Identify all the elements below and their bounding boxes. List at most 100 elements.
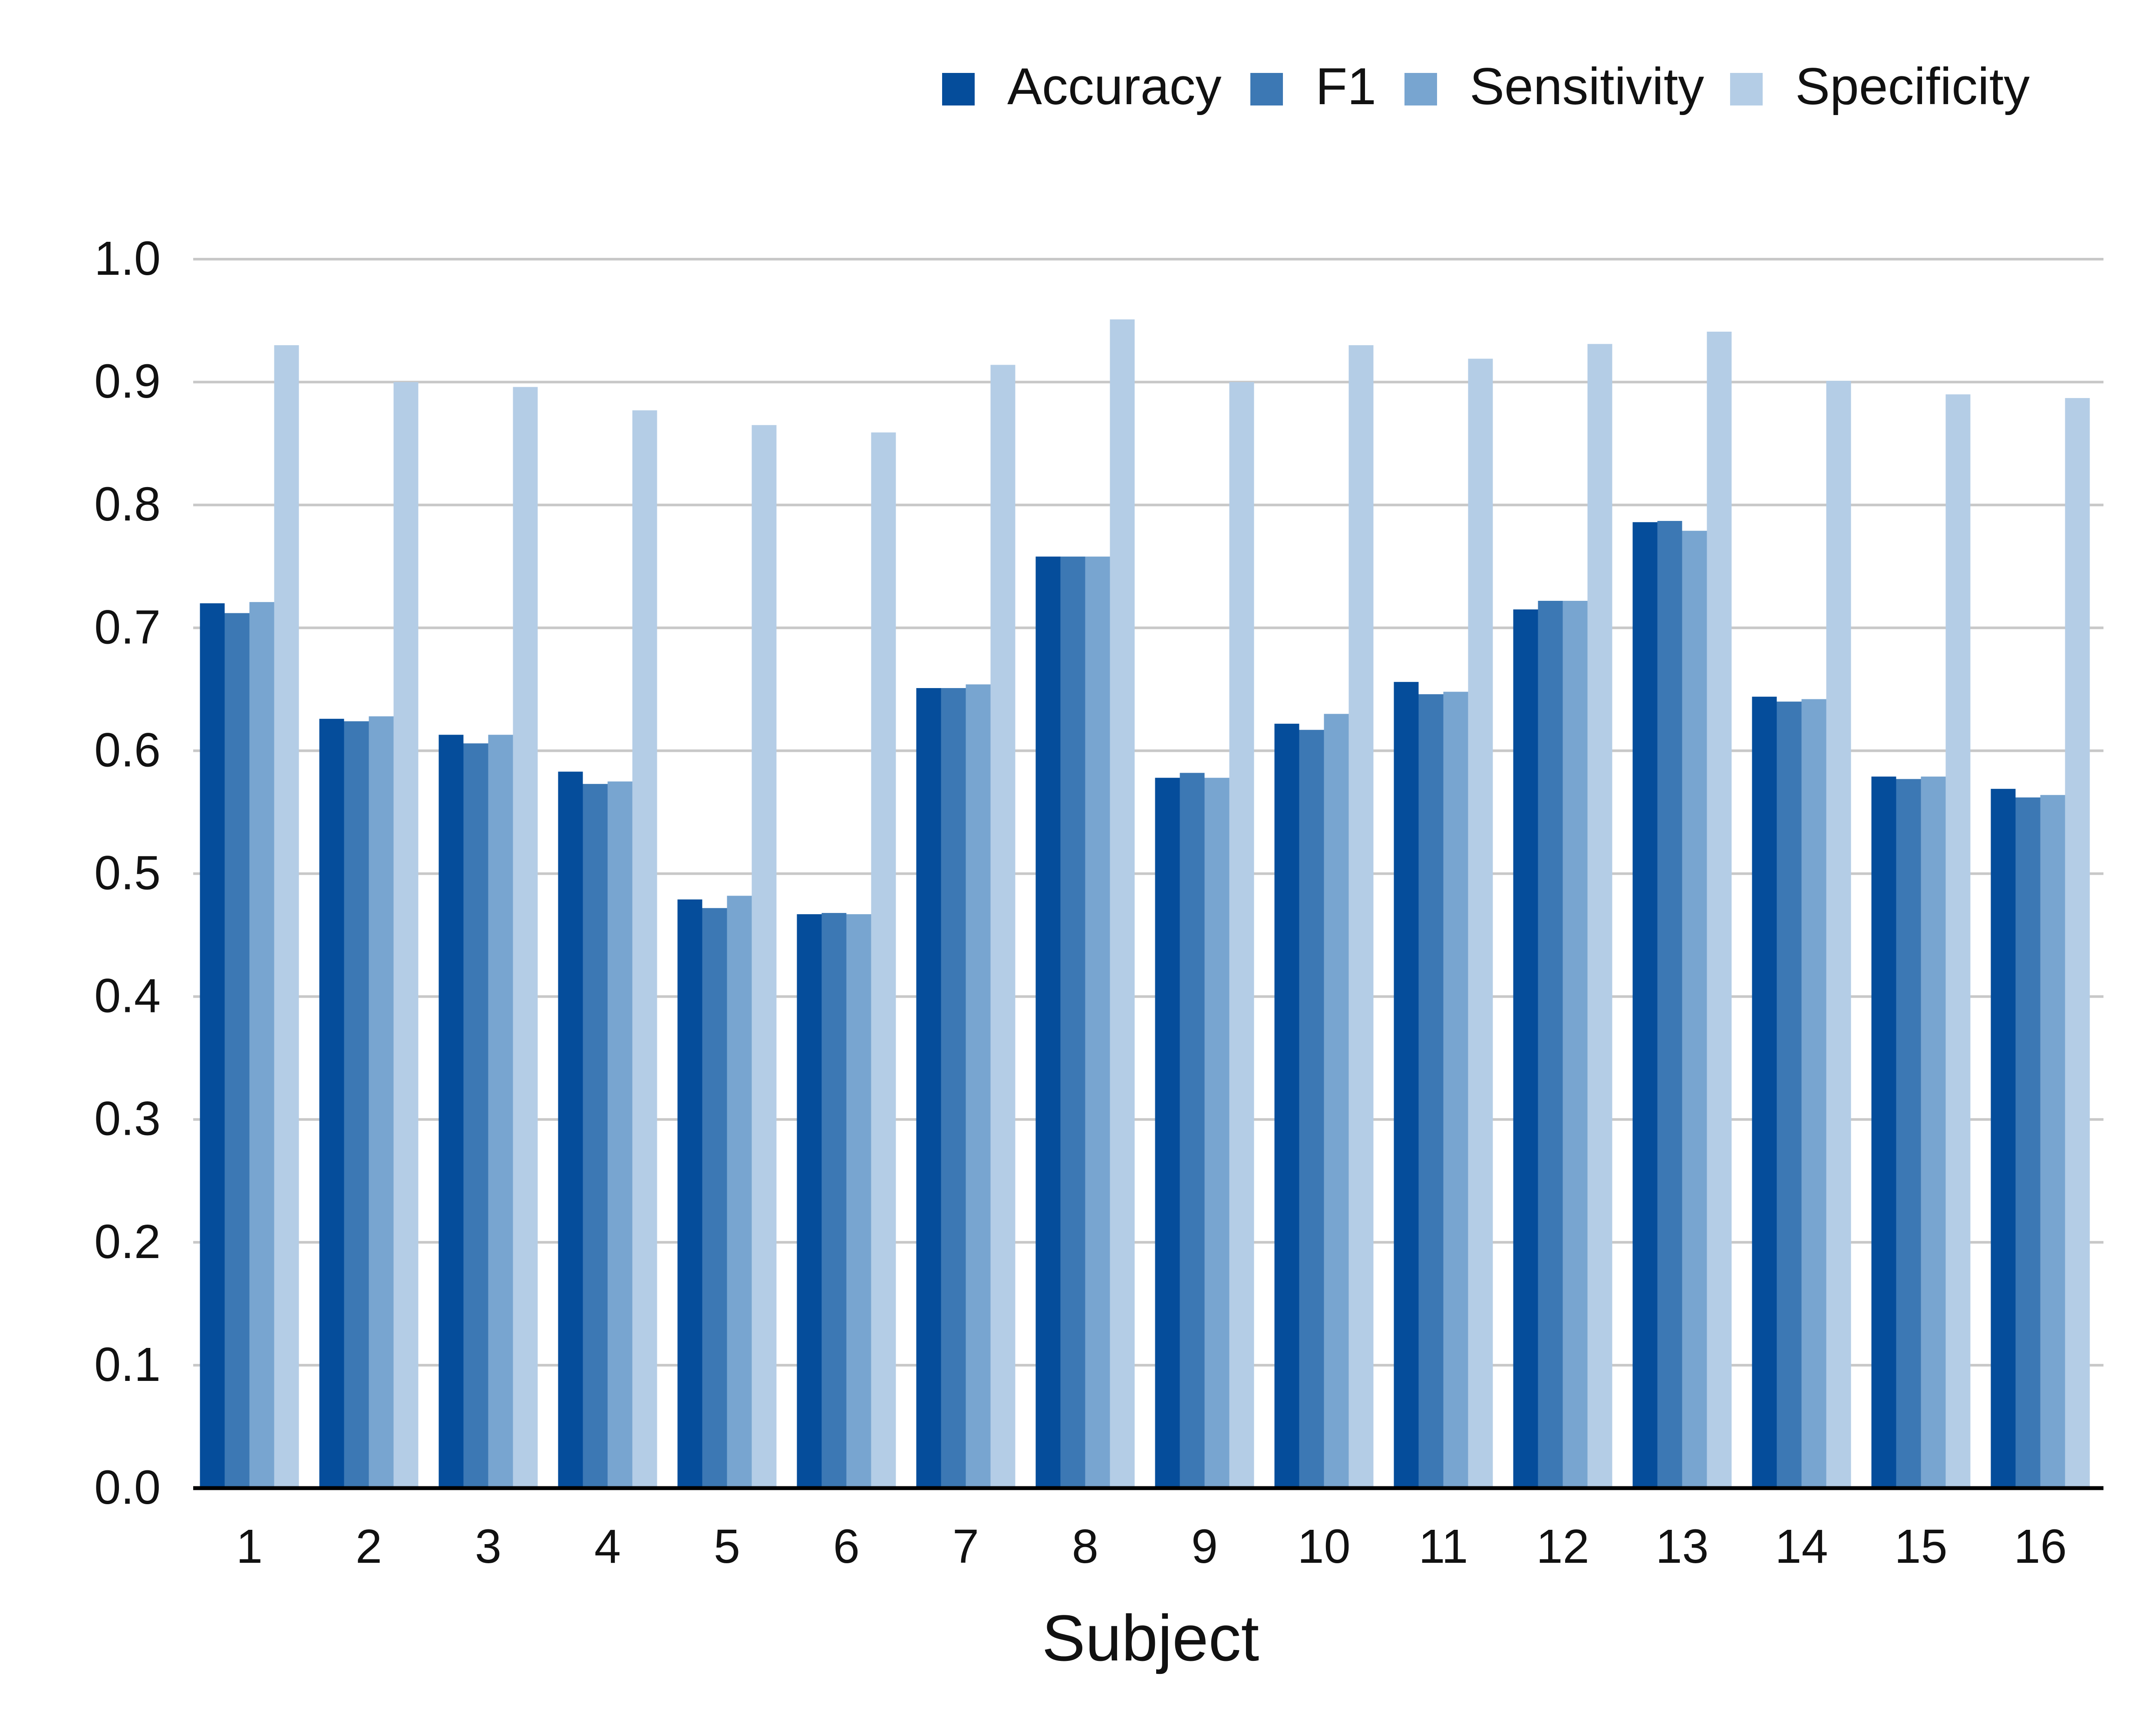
bar-specificity-4 (632, 410, 657, 1489)
bar-accuracy-9 (1155, 777, 1180, 1488)
legend-label-sensitivity: Sensitivity (1470, 57, 1704, 115)
bar-accuracy-16 (1991, 789, 2016, 1488)
bar-f1-5 (702, 908, 727, 1488)
bar-specificity-11 (1468, 359, 1493, 1488)
y-tick-label: 0.5 (94, 847, 161, 900)
bar-sensitivity-9 (1204, 777, 1230, 1488)
x-tick-labels: 1 2 3 4 5 6 7 8 9 10 11 12 13 14 15 16 (236, 1520, 2067, 1573)
legend-swatch-specificity (1730, 73, 1763, 105)
bar-specificity-1 (274, 345, 299, 1489)
bar-accuracy-12 (1513, 609, 1538, 1488)
bar-accuracy-13 (1632, 522, 1658, 1488)
bar-sensitivity-7 (966, 684, 991, 1488)
x-tick-label: 12 (1536, 1520, 1589, 1573)
x-tick-label: 4 (594, 1520, 621, 1573)
bar-f1-9 (1180, 773, 1205, 1488)
legend-label-specificity: Specificity (1795, 57, 2030, 115)
bar-sensitivity-5 (727, 896, 752, 1488)
x-tick-label: 16 (2014, 1520, 2067, 1573)
bar-specificity-15 (1945, 394, 1971, 1489)
bars-group (200, 319, 2090, 1489)
bar-f1-6 (821, 913, 847, 1488)
legend-label-f1: F1 (1315, 57, 1376, 115)
x-tick-label: 7 (953, 1520, 979, 1573)
bar-sensitivity-2 (369, 716, 394, 1488)
bar-f1-1 (224, 613, 250, 1488)
bar-sensitivity-16 (2040, 795, 2065, 1488)
bar-specificity-12 (1587, 344, 1612, 1489)
bar-sensitivity-8 (1085, 557, 1110, 1488)
legend-label-accuracy: Accuracy (1007, 57, 1221, 115)
bar-sensitivity-4 (607, 781, 633, 1488)
y-tick-label: 0.0 (94, 1461, 161, 1514)
bar-sensitivity-1 (249, 602, 274, 1488)
bar-sensitivity-6 (846, 914, 871, 1488)
bar-f1-4 (583, 784, 608, 1488)
bar-specificity-8 (1110, 319, 1135, 1488)
bar-sensitivity-10 (1324, 714, 1349, 1488)
x-axis-title: Subject (1042, 1601, 1259, 1674)
bar-f1-10 (1299, 730, 1324, 1488)
bar-f1-11 (1418, 694, 1444, 1488)
bar-sensitivity-3 (488, 735, 513, 1488)
bar-specificity-5 (752, 425, 777, 1488)
bar-f1-16 (2015, 797, 2041, 1488)
bar-accuracy-2 (319, 718, 344, 1488)
x-tick-label: 2 (356, 1520, 382, 1573)
y-tick-label: 0.9 (94, 355, 161, 408)
bar-specificity-13 (1707, 332, 1732, 1488)
bar-sensitivity-13 (1682, 530, 1707, 1489)
bar-specificity-6 (871, 432, 896, 1489)
bar-accuracy-4 (558, 771, 583, 1488)
x-tick-label: 6 (833, 1520, 860, 1573)
bar-sensitivity-14 (1801, 699, 1826, 1488)
bar-accuracy-3 (438, 735, 464, 1488)
bar-f1-15 (1896, 779, 1921, 1488)
x-tick-label: 8 (1072, 1520, 1098, 1573)
bar-f1-7 (941, 688, 966, 1488)
legend-swatch-sensitivity (1404, 73, 1437, 105)
legend-swatch-f1 (1250, 73, 1283, 105)
x-tick-label: 1 (236, 1520, 263, 1573)
y-tick-label: 1.0 (94, 232, 161, 285)
x-tick-label: 9 (1191, 1520, 1218, 1573)
y-tick-label: 0.1 (94, 1338, 161, 1391)
x-tick-label: 5 (714, 1520, 740, 1573)
bar-accuracy-11 (1394, 682, 1419, 1488)
bar-specificity-14 (1826, 381, 1851, 1488)
bar-specificity-7 (990, 365, 1015, 1488)
bar-accuracy-1 (200, 603, 225, 1488)
x-tick-label: 3 (475, 1520, 501, 1573)
bar-sensitivity-11 (1443, 692, 1468, 1488)
y-tick-label: 0.8 (94, 478, 161, 531)
bar-specificity-9 (1229, 382, 1254, 1488)
y-tick-label: 0.4 (94, 969, 161, 1023)
bar-specificity-10 (1348, 345, 1374, 1489)
bar-f1-13 (1657, 521, 1682, 1489)
bar-f1-14 (1777, 702, 1802, 1488)
bar-f1-12 (1538, 601, 1563, 1488)
y-tick-label: 0.2 (94, 1215, 161, 1268)
x-tick-label: 15 (1894, 1520, 1947, 1573)
legend-swatch-accuracy (942, 73, 975, 105)
bar-accuracy-7 (916, 688, 941, 1488)
bar-accuracy-8 (1035, 557, 1061, 1488)
bar-accuracy-14 (1752, 696, 1777, 1488)
legend: Accuracy F1 Sensitivity Specificity (942, 57, 2030, 115)
bar-f1-8 (1060, 557, 1085, 1488)
x-tick-label: 13 (1655, 1520, 1708, 1573)
y-tick-label: 0.3 (94, 1092, 161, 1146)
bar-accuracy-10 (1274, 724, 1299, 1488)
y-tick-labels: 0.0 0.1 0.2 0.3 0.4 0.5 0.6 0.7 0.8 0.9 1.0 (94, 232, 161, 1514)
bar-accuracy-6 (797, 914, 822, 1488)
x-tick-label: 10 (1297, 1520, 1350, 1573)
bar-sensitivity-15 (1921, 776, 1946, 1488)
bar-sensitivity-12 (1563, 601, 1588, 1488)
y-tick-label: 0.7 (94, 600, 161, 654)
bar-accuracy-5 (677, 899, 702, 1488)
x-tick-label: 11 (1418, 1520, 1468, 1573)
x-tick-label: 14 (1775, 1520, 1828, 1573)
bar-accuracy-15 (1871, 776, 1896, 1488)
